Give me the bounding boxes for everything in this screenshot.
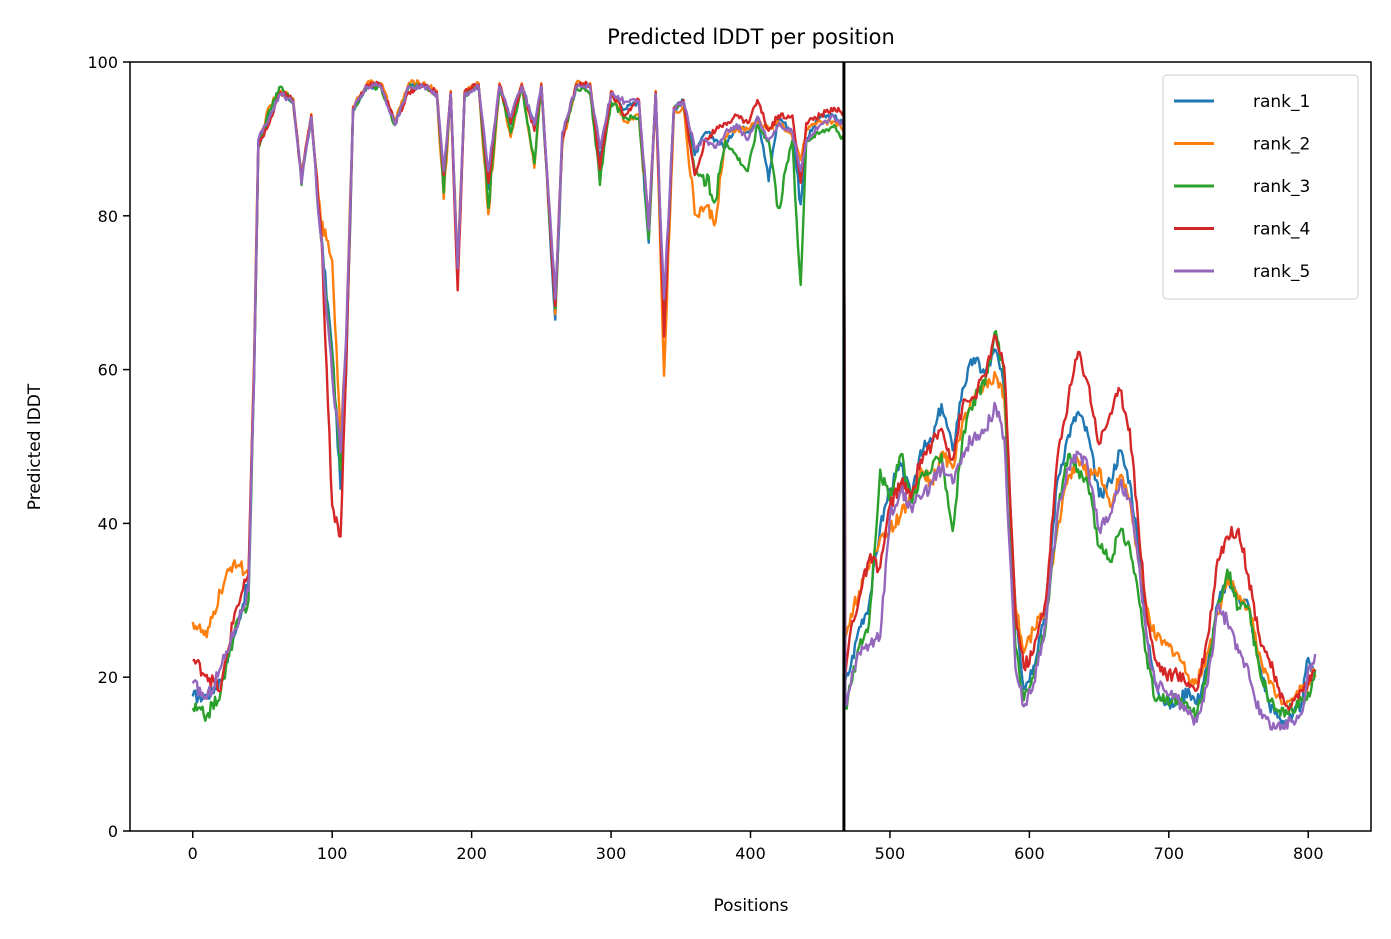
x-tick-label: 0 <box>188 844 198 863</box>
x-tick-label: 700 <box>1154 844 1185 863</box>
y-tick-label: 60 <box>98 361 118 380</box>
x-tick-label: 300 <box>596 844 627 863</box>
x-tick-label: 100 <box>317 844 348 863</box>
y-tick-label: 80 <box>98 207 118 226</box>
x-tick-label: 800 <box>1293 844 1324 863</box>
legend-box <box>1162 74 1359 300</box>
y-tick-label: 20 <box>98 668 118 687</box>
x-tick-label: 600 <box>1014 844 1045 863</box>
series-line-rank_5 <box>191 82 1317 731</box>
y-tick-label: 100 <box>87 53 118 72</box>
series-line-rank_4 <box>192 80 1317 712</box>
y-axis-label: Predicted lDDT <box>25 383 45 510</box>
x-tick-label: 500 <box>875 844 906 863</box>
x-tick-label: 400 <box>735 844 766 863</box>
y-tick-label: 40 <box>98 514 118 533</box>
y-axis: 0 20 40 60 80 100 <box>87 53 130 841</box>
x-tick-label: 200 <box>456 844 487 863</box>
legend-label-rank_2: rank_2 <box>1253 135 1310 155</box>
legend-label-rank_4: rank_4 <box>1253 220 1310 240</box>
chart-title: Predicted lDDT per position <box>607 25 895 49</box>
legend-label-rank_3: rank_3 <box>1253 177 1310 197</box>
legend-label-rank_5: rank_5 <box>1253 262 1310 282</box>
x-axis: 0 100 200 300 400 500 600 700 800 <box>188 831 1324 863</box>
y-tick-label: 0 <box>108 822 118 841</box>
legend: rank_1 rank_2 rank_3 rank_4 rank_5 <box>1162 74 1359 300</box>
x-axis-label: Positions <box>713 896 788 916</box>
series-line-rank_3 <box>191 82 1317 722</box>
series-layer <box>191 79 1317 731</box>
legend-label-rank_1: rank_1 <box>1253 92 1310 112</box>
